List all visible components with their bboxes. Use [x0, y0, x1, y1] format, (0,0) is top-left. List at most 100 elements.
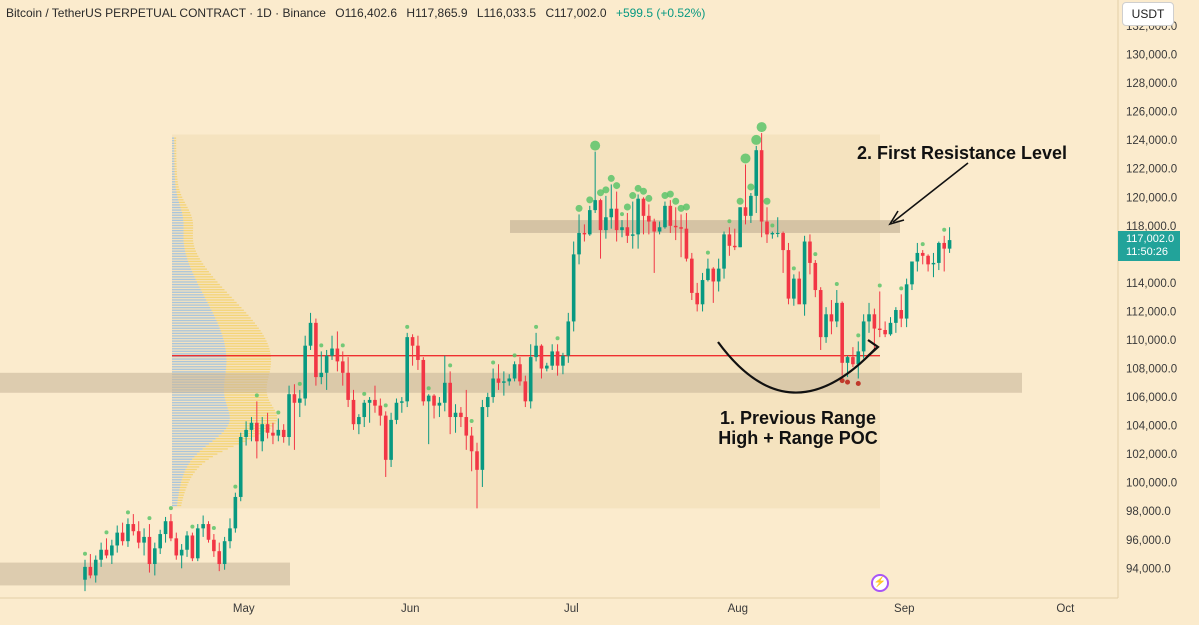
volume-profile-bar — [172, 137, 175, 139]
volume-profile-bar — [172, 497, 179, 499]
volume-profile-bar — [174, 155, 177, 157]
candle-body — [255, 422, 259, 442]
candle-body — [915, 252, 920, 262]
volume-profile-bar — [172, 327, 220, 329]
volume-profile-bar — [183, 473, 193, 476]
candle-body — [367, 399, 372, 403]
candle-body — [104, 549, 109, 556]
candle-body — [394, 402, 399, 420]
volume-profile-bar — [198, 283, 220, 286]
volume-profile-bar — [203, 294, 230, 296]
candle-body — [314, 322, 318, 378]
volume-profile-bar — [172, 245, 185, 247]
candle-body — [625, 227, 630, 236]
annotation-range-poc: 1. Previous Range High + Range POC — [718, 408, 878, 448]
volume-profile-bar — [204, 296, 232, 299]
buy-volume-bubble — [677, 204, 685, 212]
candle-body — [684, 228, 689, 259]
volume-profile-bar — [174, 145, 177, 147]
volume-profile-bar — [174, 176, 178, 178]
buy-volume-bubble — [813, 252, 818, 257]
candle-body — [829, 314, 834, 322]
y-tick-label: 118,000.0 — [1126, 221, 1176, 233]
volume-profile-bar — [190, 265, 206, 268]
volume-profile-bar — [181, 211, 191, 214]
volume-profile-bar — [172, 211, 182, 214]
volume-profile-bar — [172, 222, 184, 224]
buy-volume-bubble — [383, 403, 388, 408]
buy-volume-bubble — [899, 286, 904, 291]
volume-profile-bar — [172, 494, 179, 496]
candle-body — [185, 535, 189, 550]
y-tick-label: 98,000.0 — [1126, 506, 1171, 518]
buy-volume-bubble — [319, 343, 324, 348]
candle-body — [673, 225, 678, 228]
volume-profile-bar — [183, 222, 193, 224]
volume-profile-bar — [172, 443, 210, 445]
volume-profile-bar — [172, 263, 190, 265]
ohlc-open: O116,402.6 — [335, 6, 398, 20]
volume-profile-bar — [172, 258, 188, 260]
buy-volume-bubble — [147, 516, 152, 521]
volume-profile-bar — [177, 499, 183, 501]
volume-profile-bar — [172, 399, 226, 401]
candle-body — [641, 198, 646, 216]
volume-profile-bar — [174, 160, 177, 162]
candle-body — [179, 549, 184, 556]
candle-body — [437, 402, 442, 406]
volume-profile-bar — [172, 404, 227, 406]
candle-body — [770, 232, 775, 235]
candle-body — [824, 314, 828, 338]
candle-body — [276, 429, 281, 436]
candle-body — [485, 397, 490, 408]
candle-body — [491, 378, 495, 398]
volume-profile-bar — [172, 414, 230, 417]
volume-profile-bar — [181, 481, 189, 483]
volume-profile-bar — [172, 491, 179, 494]
candle-body — [716, 268, 721, 282]
candle-body — [765, 221, 769, 235]
buy-volume-bubble — [448, 363, 453, 368]
candle-body — [158, 534, 162, 549]
volume-profile-bar — [172, 425, 228, 427]
volume-profile-bar — [172, 227, 184, 229]
candle-body — [265, 424, 270, 433]
volume-profile-bar — [172, 173, 175, 175]
volume-profile-bar — [172, 342, 225, 345]
volume-profile-bar — [172, 307, 211, 309]
volume-profile-bar — [202, 448, 228, 450]
volume-profile-bar — [172, 158, 175, 160]
volume-profile-bar — [172, 271, 193, 273]
volume-profile-bar — [186, 255, 199, 257]
candle-body — [373, 399, 377, 406]
volume-profile-bar — [219, 327, 259, 329]
candle-body — [469, 435, 474, 452]
volume-profile-bar — [172, 209, 182, 211]
candle-body — [432, 395, 436, 406]
lightning-alert-icon[interactable]: ⚡ — [871, 574, 889, 592]
y-tick-label: 106,000.0 — [1126, 392, 1177, 404]
buy-volume-bubble — [629, 192, 637, 200]
volume-profile-bar — [174, 178, 178, 180]
last-price-tag: 117,002.0 11:50:26 — [1118, 231, 1180, 261]
volume-profile-bar — [209, 443, 240, 445]
candle-body — [663, 205, 667, 228]
candle-body — [604, 217, 608, 231]
volume-profile-bar — [172, 402, 227, 404]
buy-volume-bubble — [705, 250, 710, 255]
volume-profile-bar — [172, 332, 222, 335]
volume-profile-bar — [172, 438, 216, 440]
candle-body — [792, 278, 796, 299]
y-tick-label: 124,000.0 — [1126, 135, 1177, 147]
volume-profile-bar — [172, 453, 197, 455]
candle-body — [727, 234, 732, 246]
volume-profile-bar — [199, 286, 223, 288]
candle-body — [775, 232, 780, 234]
candle-body — [835, 302, 839, 322]
candle-body — [421, 359, 426, 402]
candle-body — [652, 221, 657, 232]
volume-profile-bar — [172, 206, 181, 209]
currency-selector[interactable]: USDT — [1122, 2, 1174, 26]
